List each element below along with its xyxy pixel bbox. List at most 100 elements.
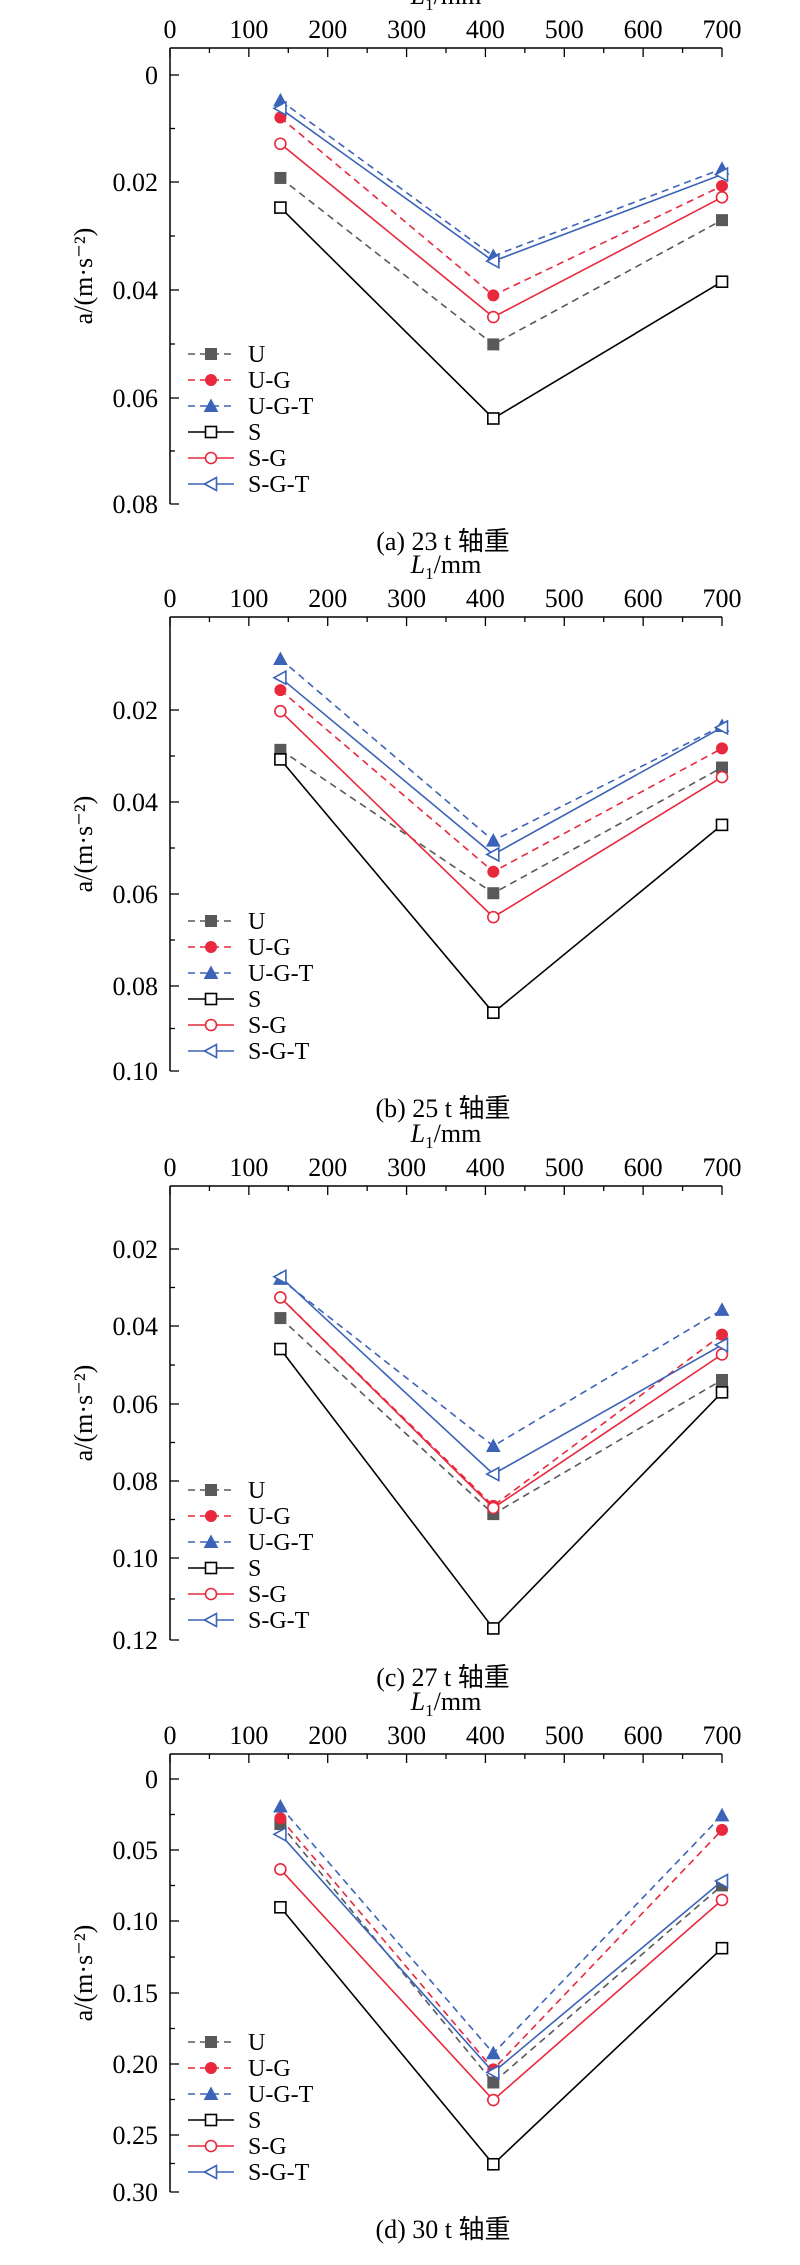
y-tick-label: 0.06 xyxy=(113,1390,159,1419)
legend-marker-s xyxy=(204,425,218,439)
legend-label-u-g-t: U-G-T xyxy=(248,961,314,987)
x-tick-label: 500 xyxy=(545,15,584,44)
x-tick-label: 0 xyxy=(164,1721,177,1750)
chart-panel-1: 0 100 200 300 400 500 600 700 L1/mm 0 0.02 0.04 0.06… xyxy=(69,0,742,556)
legend-marker-s xyxy=(204,992,218,1006)
data-point-u-g xyxy=(716,742,728,755)
data-point-u-g-t xyxy=(273,1799,288,1813)
x-tick-label: 100 xyxy=(229,1153,268,1182)
data-point-u-g xyxy=(716,179,728,192)
data-point-s xyxy=(487,1006,500,1019)
legend-marker-u xyxy=(205,915,217,927)
legend-label-s-g: S-G xyxy=(248,2134,287,2160)
legend-marker-u-g xyxy=(205,374,217,386)
x-tick-label: 600 xyxy=(624,15,663,44)
series-line-s-g xyxy=(279,710,723,919)
legend-marker-u-g xyxy=(205,2062,217,2074)
data-point-u-g xyxy=(487,289,500,302)
data-point-s-g xyxy=(715,191,729,204)
x-tick-label: 300 xyxy=(387,1721,426,1750)
x-tick-label: 500 xyxy=(545,1153,584,1182)
data-point-u-g xyxy=(716,1328,728,1341)
y-tick-label: 0.08 xyxy=(113,972,159,1001)
y-tick-label: 0.06 xyxy=(113,384,159,413)
legend-label-s-g: S-G xyxy=(248,446,287,472)
legend-marker-u-g-t xyxy=(203,398,219,412)
y-tick-label: 0.30 xyxy=(113,2178,159,2207)
legend-marker-u xyxy=(205,2036,217,2048)
data-point-u xyxy=(274,1312,287,1325)
data-point-s-g xyxy=(274,1863,287,1876)
y-tick-label: 0.20 xyxy=(113,2050,159,2079)
legend-label-s-g: S-G xyxy=(248,1013,287,1039)
y-tick-label: 0.15 xyxy=(113,1979,159,2008)
y-tick-label: 0.05 xyxy=(113,1836,159,1865)
legend-marker-u-g-t xyxy=(203,965,219,979)
series-line-s xyxy=(279,1906,723,2166)
series-line-s-g-t xyxy=(279,1276,723,1476)
legend-label-u-g-t: U-G-T xyxy=(248,1530,314,1556)
data-point-s-g xyxy=(274,1291,287,1304)
data-point-s-g-t xyxy=(272,1826,287,1843)
x-tick-label: 300 xyxy=(387,1153,426,1182)
x-tick-label: 100 xyxy=(229,15,268,44)
series-line-u xyxy=(279,749,723,895)
y-tick-label: 0.10 xyxy=(113,1544,159,1573)
data-point-s xyxy=(715,275,729,289)
data-point-s-g xyxy=(487,2093,500,2107)
x-tick-label: 200 xyxy=(308,15,347,44)
y-axis-title: a/(m·s⁻²) xyxy=(69,1925,98,2022)
x-tick-label: 0 xyxy=(164,15,177,44)
legend-marker-s-g-t xyxy=(202,2164,218,2180)
y-tick-label: 0.25 xyxy=(113,2121,159,2150)
series-line-u-g xyxy=(279,689,723,873)
data-point-s-g-t xyxy=(485,253,500,270)
series-line-u-g xyxy=(279,1296,723,1507)
data-point-s xyxy=(487,412,500,425)
panel-caption: (c) 27 t 轴重 xyxy=(376,1663,510,1692)
x-axis-title: L1/mm xyxy=(410,1119,482,1152)
legend-label-u: U xyxy=(248,909,265,935)
y-tick-label: 0.12 xyxy=(113,1626,159,1655)
x-tick-label: 600 xyxy=(624,584,663,613)
legend-label-u-g-t: U-G-T xyxy=(248,394,314,420)
legend-label-u-g: U-G xyxy=(248,935,291,961)
y-tick-label: 0.04 xyxy=(113,1312,159,1341)
y-tick-label: 0.08 xyxy=(113,490,159,519)
data-point-s xyxy=(715,1941,729,1955)
x-axis-title: L1/mm xyxy=(410,550,482,583)
data-point-s xyxy=(274,753,287,766)
data-point-s-g xyxy=(715,770,729,784)
data-point-u xyxy=(716,1373,728,1386)
x-tick-label: 200 xyxy=(308,584,347,613)
data-point-s-g-t xyxy=(713,1873,729,1889)
data-point-s-g xyxy=(274,704,287,718)
data-point-s xyxy=(274,201,287,214)
data-point-s-g-t xyxy=(485,2064,500,2081)
panel-caption: (b) 25 t 轴重 xyxy=(375,1094,510,1123)
y-tick-label: 0.10 xyxy=(113,1907,159,1936)
data-point-s-g-t xyxy=(485,846,500,863)
legend-label-s: S xyxy=(248,420,261,446)
data-point-s-g xyxy=(715,1893,729,1907)
data-point-s-g xyxy=(274,137,287,151)
data-point-s xyxy=(274,1342,287,1356)
series-line-s-g-t xyxy=(279,1833,723,2074)
legend-label-s-g-t: S-G-T xyxy=(248,2160,310,2186)
data-point-u-g-t xyxy=(485,2045,501,2060)
x-tick-label: 300 xyxy=(387,15,426,44)
legend-marker-u-g-t xyxy=(203,1534,219,1548)
x-axis-title: L1/mm xyxy=(410,0,482,14)
x-tick-label: 0 xyxy=(164,584,177,613)
legend-marker-s xyxy=(204,2113,218,2127)
series-line-u-g xyxy=(279,116,723,297)
legend-label-u-g: U-G xyxy=(248,2056,291,2082)
x-tick-label: 600 xyxy=(624,1721,663,1750)
data-point-s-g-t xyxy=(713,166,729,183)
series-line-u-g-t xyxy=(279,658,723,842)
y-tick-label: 0.02 xyxy=(113,1235,159,1264)
x-tick-label: 600 xyxy=(624,1153,663,1182)
data-point-s-g xyxy=(487,1501,500,1515)
x-tick-label: 400 xyxy=(466,1721,505,1750)
x-axis-title: L1/mm xyxy=(410,1687,482,1720)
